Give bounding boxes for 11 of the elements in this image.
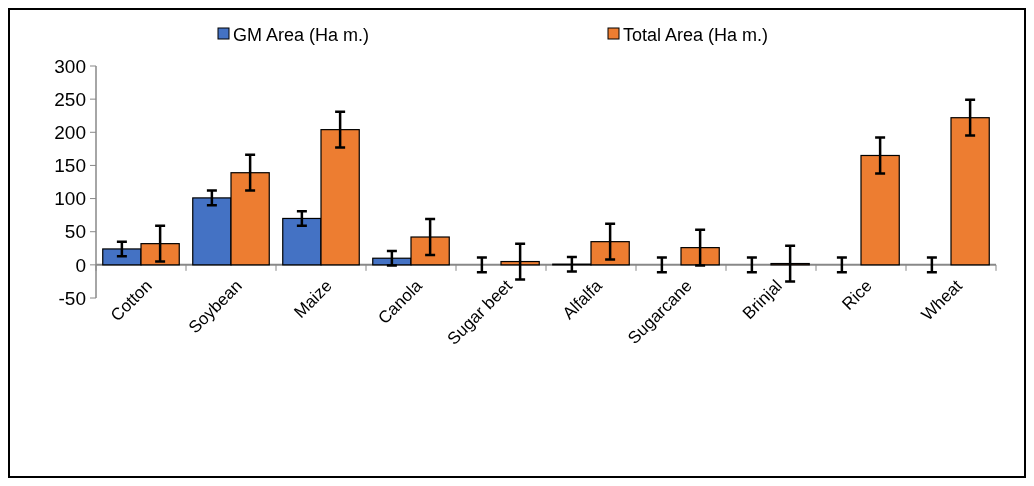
y-tick-label: 200	[54, 121, 86, 143]
x-tick-label: Rice	[838, 276, 876, 314]
y-tick-label: 150	[54, 155, 86, 177]
y-tick-label: 300	[54, 55, 86, 77]
legend-label: GM Area (Ha m.)	[233, 25, 370, 46]
y-tick-label: 250	[54, 88, 86, 110]
y-tick-label: 50	[64, 221, 86, 243]
y-tick-label: 0	[75, 254, 86, 276]
y-tick-label: -50	[58, 287, 86, 309]
y-tick-label: 100	[54, 188, 86, 210]
legend-label: Total Area (Ha m.)	[623, 25, 769, 46]
